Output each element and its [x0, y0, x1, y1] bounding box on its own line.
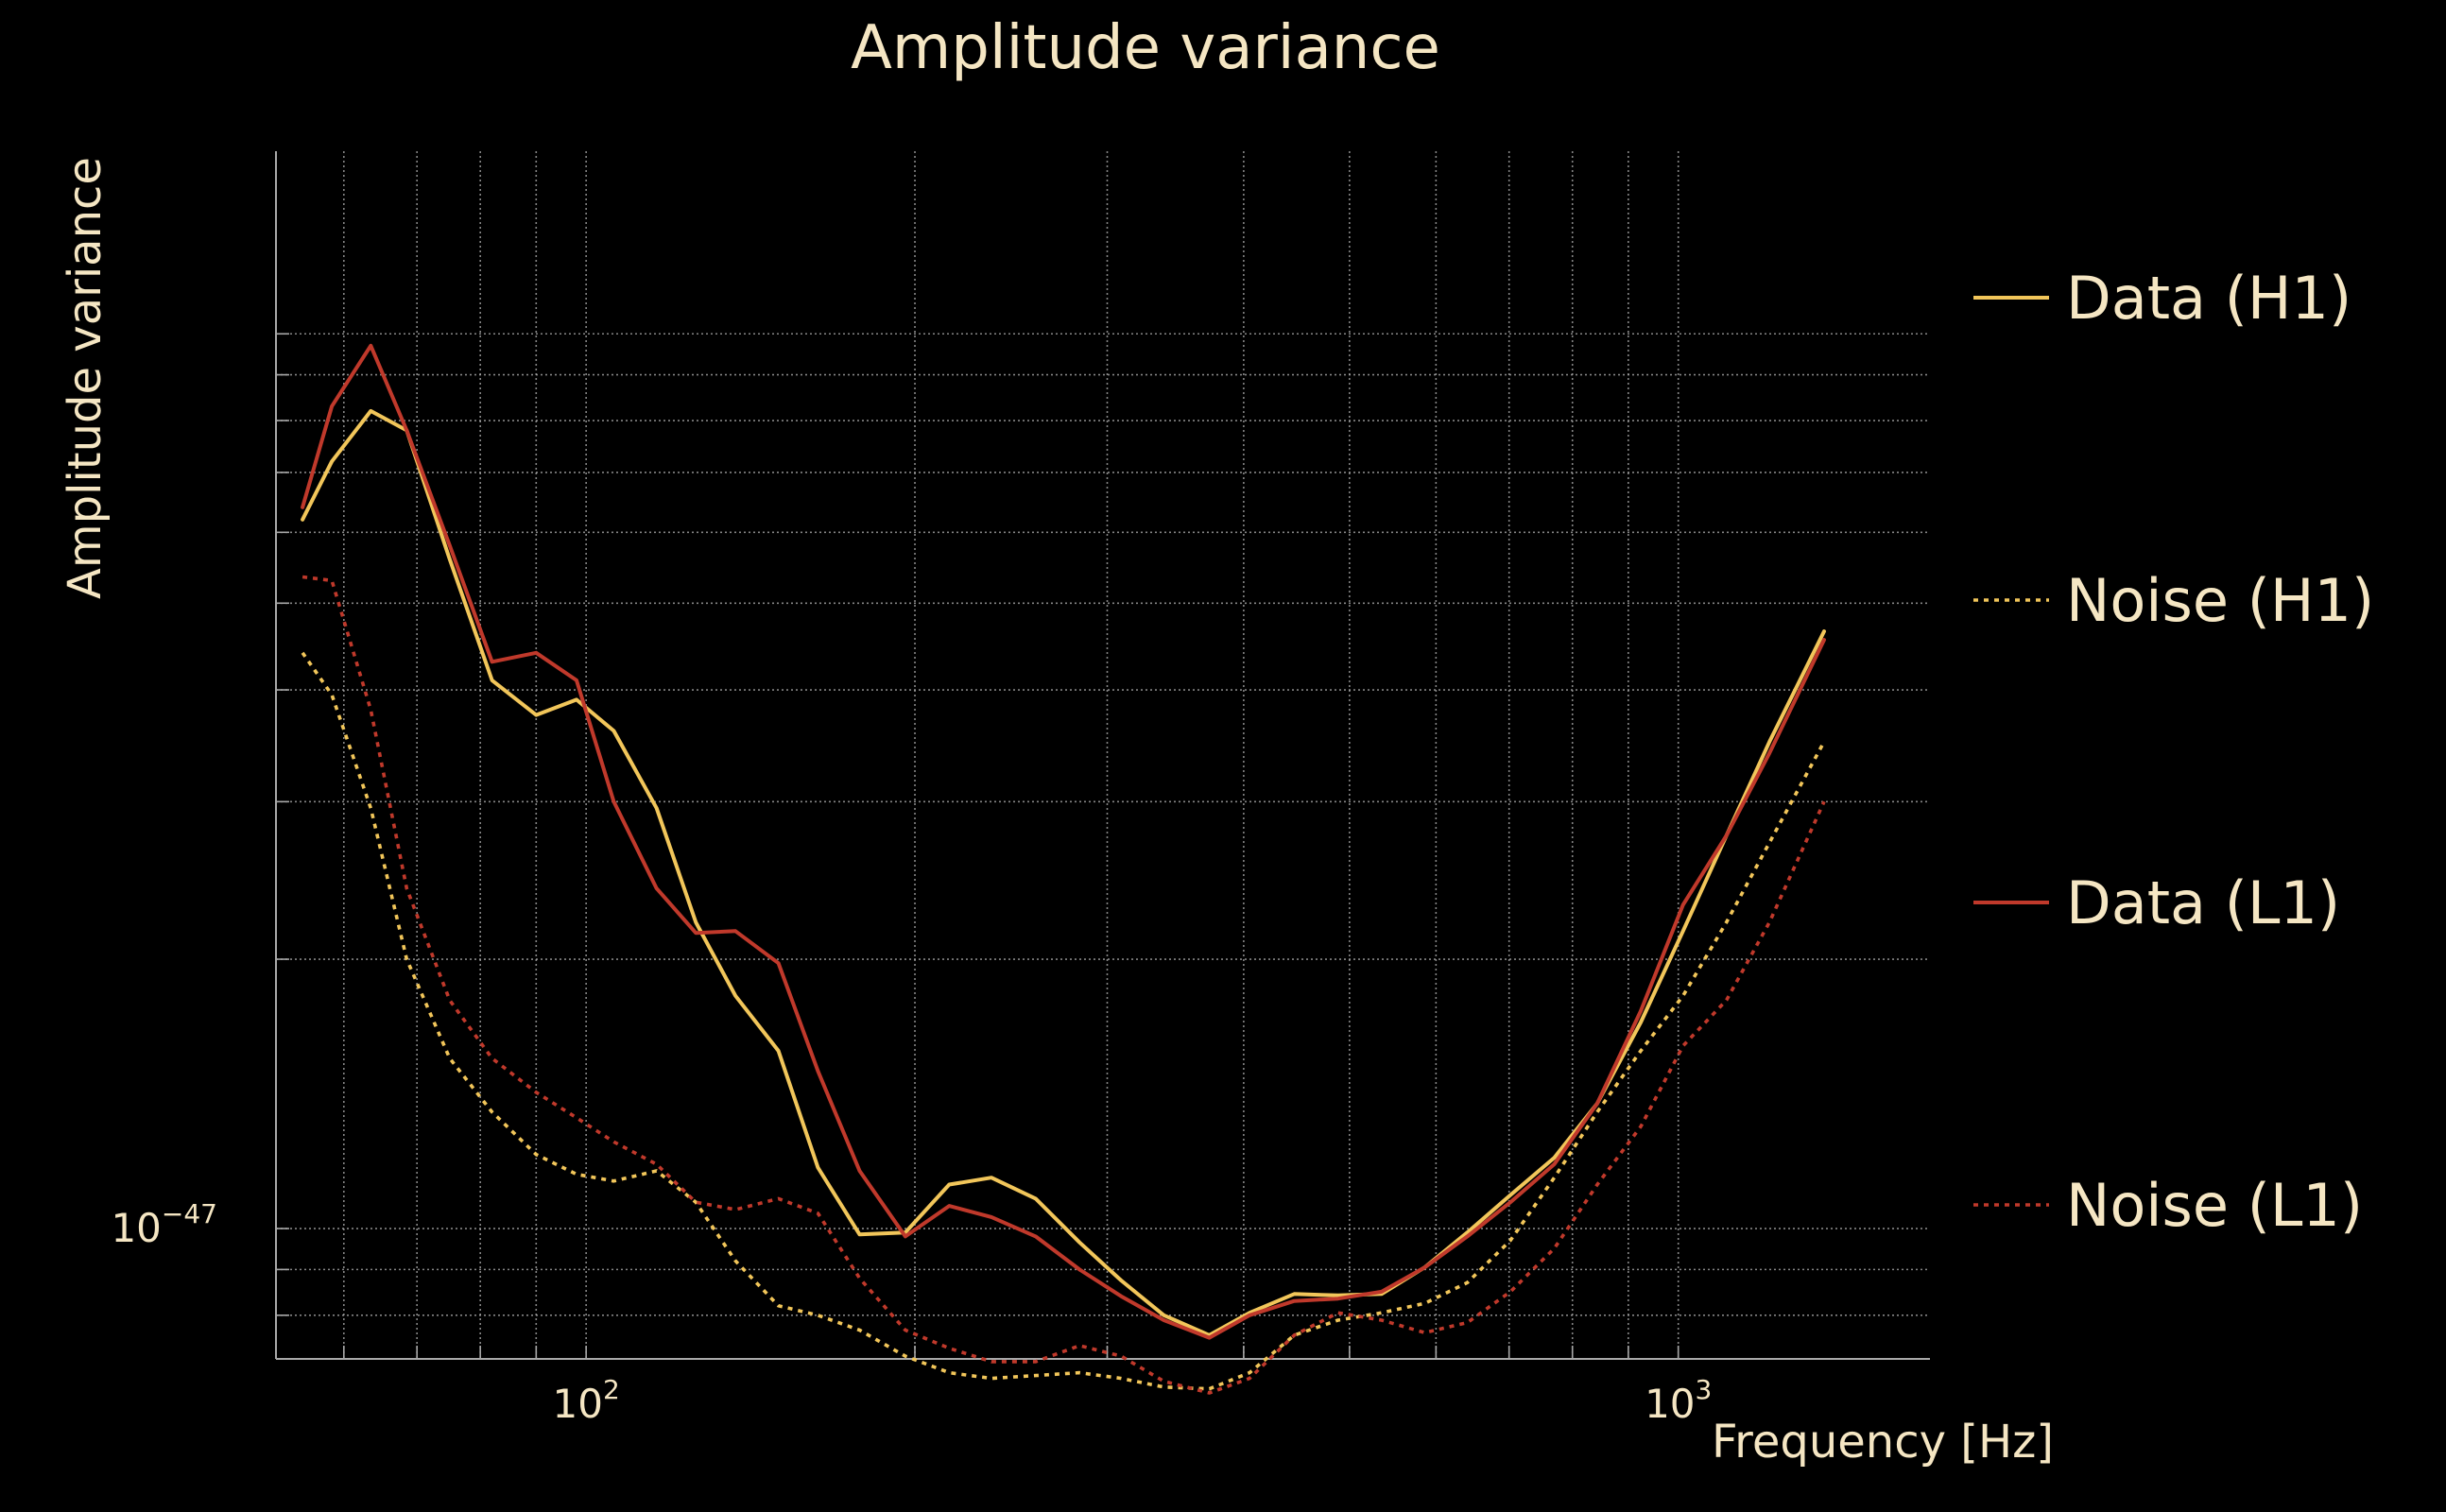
legend-label: Noise (H1) [2066, 566, 2374, 635]
y-axis-label: Amplitude variance [59, 157, 112, 599]
legend-label: Data (H1) [2066, 264, 2351, 333]
grid [276, 151, 1930, 1359]
chart-title: Amplitude variance [851, 13, 1440, 83]
series-line-1 [301, 408, 1826, 1337]
y-tick-label: 10−47 [111, 1198, 217, 1251]
axes: 102 103 10−47 [111, 151, 1930, 1427]
series-line-2 [301, 651, 1826, 1391]
series-line-3 [301, 343, 1826, 1340]
series-layer [301, 343, 1826, 1395]
series-line-4 [301, 575, 1826, 1395]
x-axis-label: Frequency [Hz] [1712, 1416, 2054, 1469]
legend: Data (H1) Noise (H1) Data (L1) Noise (L1) [1973, 264, 2374, 1240]
x-tick-label: 103 [1645, 1374, 1712, 1427]
x-tick-label: 102 [553, 1374, 620, 1427]
legend-label: Data (L1) [2066, 868, 2340, 937]
legend-label: Noise (L1) [2066, 1171, 2363, 1240]
